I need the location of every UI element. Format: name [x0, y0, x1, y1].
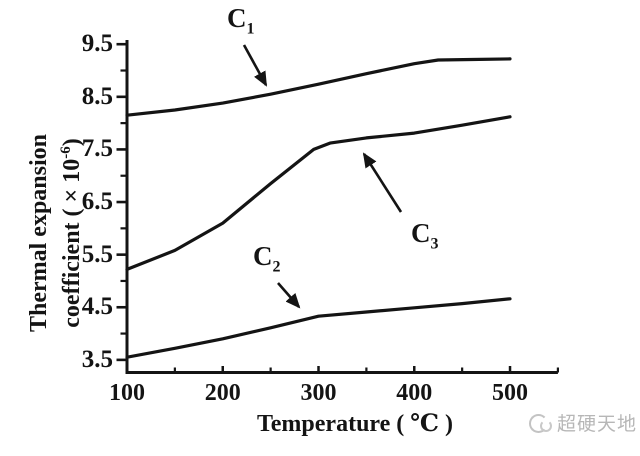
- x-tick-label: 400: [396, 380, 433, 406]
- panda-logo-icon: [527, 411, 552, 433]
- x-tick-label: 300: [300, 380, 337, 406]
- y-tick-label: 5.5: [81, 240, 113, 268]
- x-tick-label: 500: [492, 380, 529, 406]
- x-tick-label: 100: [109, 380, 145, 406]
- x-axis-title: Temperature ( ℃ ): [256, 411, 454, 437]
- curve-label-c2: C2: [253, 241, 281, 276]
- watermark: 超硬天地: [527, 409, 637, 435]
- x-tick-label: 200: [204, 380, 241, 406]
- y-tick-label: 4.5: [81, 293, 113, 321]
- annotation-arrow-c2: [277, 282, 301, 309]
- y-tick-label: 7.5: [81, 135, 113, 163]
- annotation-arrow-c1: [242, 44, 268, 87]
- series-c2-line: [125, 297, 512, 359]
- y-tick-label: 9.5: [81, 30, 113, 58]
- watermark-text: 超硬天地: [557, 412, 638, 435]
- y-axis-title-line1: Thermal expansion: [26, 133, 52, 333]
- series-c1-line: [125, 57, 512, 117]
- annotation-arrow-c3: [362, 152, 403, 213]
- curve-label-c3: C3: [411, 218, 439, 253]
- y-tick-label: 3.5: [81, 345, 113, 373]
- y-tick-label: 8.5: [81, 82, 113, 110]
- curve-label-c1: C1: [227, 3, 255, 38]
- series-c3-line: [125, 115, 512, 271]
- y-tick-label: 6.5: [81, 188, 113, 216]
